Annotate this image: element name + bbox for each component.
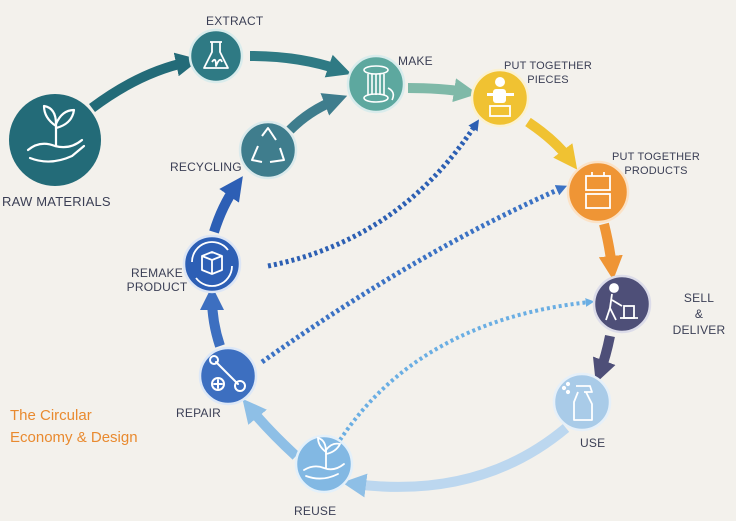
- arrow-extract-to-make: [249, 51, 352, 78]
- arrow-reuse-to-repair: [242, 398, 300, 460]
- label-put-together-pieces: PUT TOGETHER PIECES: [504, 60, 592, 86]
- arrow-repair-to-remake: [200, 285, 225, 348]
- dotted-arrow-reuse-to-sell: [338, 298, 595, 442]
- spray-bottle-icon: [561, 381, 593, 421]
- arrow-sell-to-use: [592, 335, 616, 384]
- node-put-together-products: [566, 160, 630, 224]
- arrow-make-to-pieces: [407, 78, 478, 103]
- hand-truck-icon: [605, 283, 638, 321]
- label-sell-deliver: SELL & DELIVER: [672, 291, 726, 337]
- boxes-icon: [585, 172, 611, 209]
- node-remake-product: [182, 234, 242, 294]
- diagram-title: The Circular Economy & Design: [10, 407, 138, 446]
- dotted-arrow-repair-to-products: [260, 185, 568, 365]
- label-use: USE: [580, 436, 606, 450]
- node-make: [346, 54, 406, 114]
- node-recycling: [238, 120, 298, 180]
- label-make: MAKE: [398, 54, 433, 68]
- arrow-products-to-sell: [598, 222, 623, 280]
- flask-icon: [203, 41, 229, 69]
- label-recycling: RECYCLING: [170, 160, 242, 174]
- arrow-recycling-to-make: [286, 93, 348, 134]
- arrow-use-to-reuse: [342, 424, 570, 498]
- node-sell-deliver: [592, 274, 652, 334]
- label-put-together-products: PUT TOGETHER PRODUCTS: [612, 151, 700, 177]
- label-extract: EXTRACT: [206, 14, 264, 28]
- arrow-remake-to-recycling: [209, 176, 243, 234]
- node-use: [552, 372, 612, 432]
- node-repair: [198, 346, 258, 406]
- box-cycle-icon: [191, 241, 233, 287]
- node-raw-materials: [9, 94, 101, 186]
- arrow-raw-to-extract: [89, 52, 200, 113]
- arrow-pieces-to-products: [525, 117, 578, 170]
- label-remake-product: REMAKE PRODUCT: [126, 266, 188, 294]
- label-reuse: REUSE: [294, 504, 337, 518]
- recycle-icon: [251, 127, 285, 163]
- node-reuse: [294, 434, 354, 494]
- spool-icon: [363, 65, 395, 103]
- label-raw-materials: RAW MATERIALS: [2, 194, 111, 209]
- node-put-together-pieces: [470, 68, 530, 128]
- label-repair: REPAIR: [176, 406, 221, 420]
- wrench-icon: [209, 355, 246, 392]
- node-extract: [188, 28, 244, 84]
- dotted-arrow-remake-to-pieces: [267, 119, 480, 269]
- worker-icon: [487, 77, 514, 117]
- hand-sprout-icon: [26, 104, 86, 163]
- hand-sprout-icon: [303, 436, 345, 480]
